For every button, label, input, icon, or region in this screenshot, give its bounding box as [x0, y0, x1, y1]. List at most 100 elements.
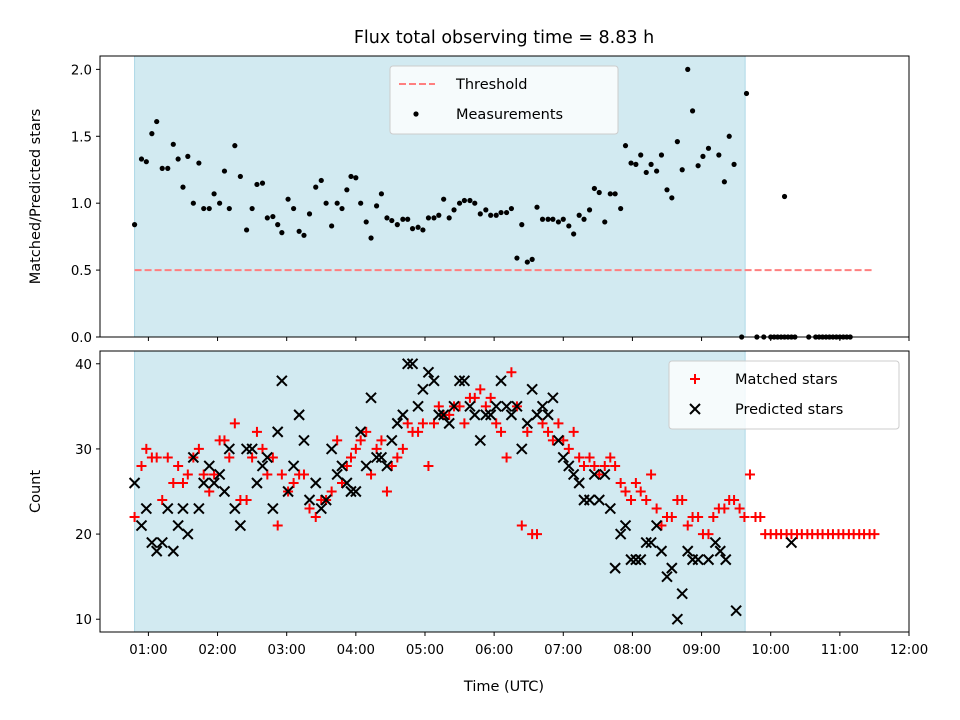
predicted-star-point — [469, 409, 481, 421]
matched-star-point — [693, 512, 704, 523]
matched-star-point — [173, 460, 184, 471]
matched-star-point — [350, 443, 361, 454]
matched-star-point — [734, 503, 745, 514]
matched-star-point — [267, 452, 278, 463]
measurement-point — [602, 219, 608, 225]
predicted-star-point — [714, 545, 726, 557]
matched-star-point — [755, 512, 766, 523]
measurement-point — [446, 215, 452, 221]
legend-measurement-swatch — [413, 111, 419, 117]
matched-star-point — [584, 452, 595, 463]
predicted-star-point — [531, 409, 543, 421]
predicted-star-point — [140, 502, 153, 515]
bottom-y-axis-label: Count — [28, 470, 44, 513]
predicted-star-point — [172, 519, 184, 532]
predicted-star-point — [458, 375, 471, 387]
matched-star-point — [869, 529, 880, 540]
predicted-star-point — [182, 528, 194, 540]
predicted-star-point — [146, 536, 158, 549]
top-series-0 — [131, 66, 853, 340]
matched-star-point — [392, 452, 403, 463]
matched-star-point — [397, 443, 408, 454]
predicted-star-point — [381, 460, 393, 472]
x-tick-label: 04:00 — [337, 643, 375, 658]
predicted-star-point — [156, 536, 168, 549]
matched-star-point — [599, 460, 610, 471]
measurement-point — [206, 205, 212, 212]
matched-star-point — [428, 418, 439, 429]
predicted-star-point — [128, 477, 141, 489]
measurement-point — [591, 185, 597, 192]
predicted-star-point — [428, 375, 440, 387]
predicted-star-point — [417, 383, 429, 396]
matched-star-point — [433, 401, 444, 412]
measurement-point — [131, 222, 138, 228]
predicted-star-point — [162, 502, 174, 515]
matched-star-point — [204, 486, 215, 497]
measurement-point — [190, 200, 196, 206]
measurement-point — [275, 222, 281, 228]
matched-star-point — [677, 495, 688, 506]
measurement-point — [545, 216, 551, 222]
predicted-star-point — [650, 519, 663, 532]
measurement-point — [648, 161, 654, 167]
predicted-star-point — [655, 545, 668, 557]
measurement-point — [534, 204, 540, 210]
measurement-point — [217, 200, 223, 206]
measurement-point — [628, 160, 634, 166]
legend-box — [668, 360, 900, 430]
measurement-point — [353, 175, 359, 181]
predicted-star-point — [536, 400, 549, 413]
top-y-tick-label: 0.5 — [71, 264, 92, 279]
measurement-point — [441, 196, 447, 202]
predicted-star-point — [453, 375, 466, 387]
predicted-star-point — [412, 400, 424, 413]
matched-star-point — [543, 426, 554, 437]
measurement-point — [301, 232, 307, 238]
predicted-star-point — [391, 417, 404, 430]
matched-star-point — [594, 469, 605, 480]
bottom-observing-window — [134, 350, 746, 633]
measurement-point — [581, 216, 587, 222]
predicted-star-point — [287, 460, 300, 472]
x-tick-label: 05:00 — [406, 643, 444, 658]
measurement-point — [165, 165, 171, 171]
matched-star-point — [553, 418, 564, 429]
matched-star-point — [506, 367, 517, 378]
predicted-star-point — [640, 536, 652, 549]
measurement-point — [405, 216, 411, 222]
matched-star-point — [288, 477, 299, 488]
x-tick-label: 12:00 — [890, 643, 928, 658]
measurement-point — [232, 143, 238, 149]
predicted-star-point — [303, 494, 316, 506]
predicted-star-point — [167, 545, 180, 557]
measurement-point — [431, 215, 437, 221]
top-y-tick-label: 2.0 — [71, 63, 92, 78]
matched-star-point — [262, 469, 273, 480]
predicted-star-point — [198, 477, 210, 489]
measurement-point — [483, 207, 489, 213]
measurement-point — [313, 184, 319, 190]
measurement-point — [420, 227, 426, 233]
measurement-point — [674, 139, 680, 145]
matched-star-point — [423, 460, 434, 471]
matched-star-point — [744, 469, 755, 480]
predicted-star-point — [500, 400, 513, 413]
matched-star-point — [646, 469, 657, 480]
top-legend: Threshold Measurements — [389, 65, 619, 135]
predicted-star-point — [360, 460, 372, 472]
matched-star-point — [247, 452, 258, 463]
matched-star-point — [241, 495, 252, 506]
predicted-star-point — [401, 358, 414, 370]
predicted-star-point — [593, 494, 605, 506]
predicted-star-point — [505, 409, 518, 421]
bottom-panel: 01:00 02:00 03:00 04:00 05:00 06:00 07:00 08:00… — [28, 350, 928, 658]
predicted-star-point — [661, 570, 673, 583]
predicted-star-point — [261, 451, 274, 464]
matched-star-point — [626, 495, 637, 506]
measurement-point — [586, 207, 593, 213]
measurement-point — [143, 159, 149, 165]
measurement-point — [373, 203, 380, 209]
matched-star-point — [635, 486, 646, 497]
